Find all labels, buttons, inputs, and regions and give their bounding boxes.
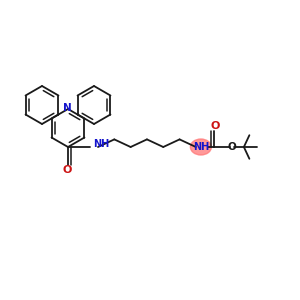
Text: N: N (63, 103, 71, 113)
Text: O: O (62, 165, 72, 175)
Text: O: O (227, 142, 236, 152)
Text: NH: NH (193, 142, 209, 152)
Text: NH: NH (93, 139, 109, 149)
Ellipse shape (190, 139, 212, 155)
Text: O: O (210, 121, 220, 131)
